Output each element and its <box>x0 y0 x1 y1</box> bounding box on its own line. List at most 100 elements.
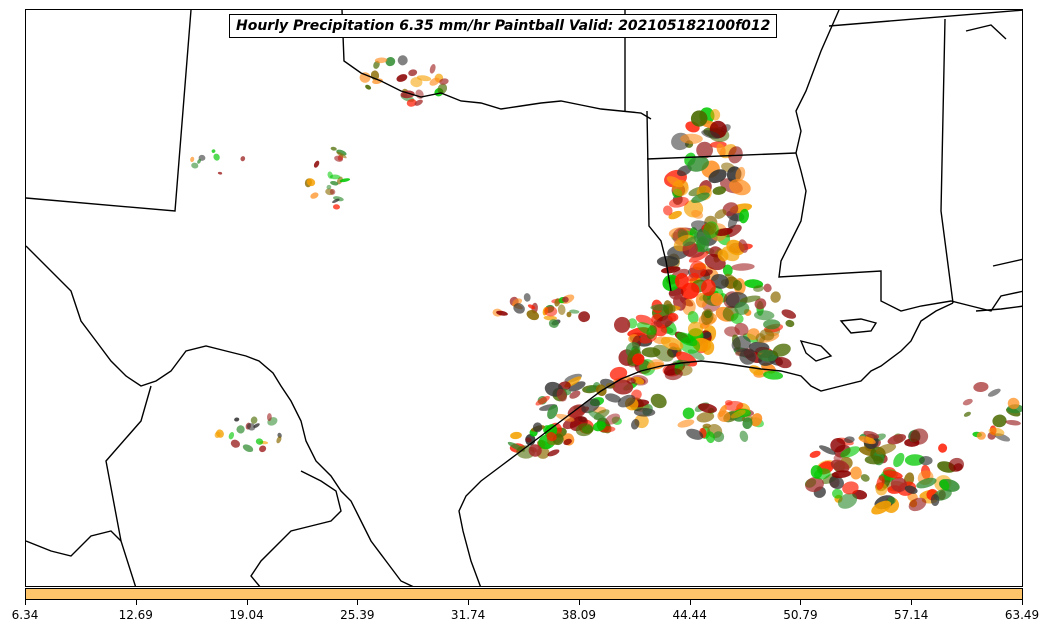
precip-blob <box>532 422 543 433</box>
precipitation-paintballs <box>190 55 1022 515</box>
state-border <box>26 10 192 212</box>
precip-blob <box>246 423 256 431</box>
precip-blob <box>772 343 791 357</box>
precip-blob <box>578 311 590 323</box>
state-border <box>828 10 1022 27</box>
precip-blob <box>871 500 892 515</box>
state-border <box>646 152 797 160</box>
precip-blob <box>525 437 532 443</box>
precip-blob <box>819 445 836 455</box>
precip-blob <box>864 455 884 465</box>
precip-blob <box>693 229 711 246</box>
precip-blob <box>306 178 316 187</box>
precip-blob <box>730 409 746 419</box>
precip-blob <box>650 393 667 409</box>
precip-blob <box>753 285 765 292</box>
state-border <box>646 110 672 292</box>
precip-blob <box>919 455 933 466</box>
precip-blob <box>336 151 347 159</box>
precip-blob <box>373 60 380 69</box>
precip-blob <box>718 404 727 418</box>
precip-blob <box>698 403 717 413</box>
precip-blob <box>738 239 749 253</box>
precip-blob <box>831 470 851 479</box>
precip-blob <box>662 274 680 292</box>
precip-blob <box>527 304 536 310</box>
precip-blob <box>730 313 744 325</box>
precip-blob <box>676 332 698 347</box>
precip-blob <box>686 428 704 440</box>
precip-blob <box>713 431 725 443</box>
precip-blob <box>255 438 264 445</box>
state-border <box>975 305 1022 312</box>
precip-blob <box>266 413 272 422</box>
precip-blob <box>556 388 567 402</box>
precip-blob <box>690 110 708 127</box>
colorbar-tick-label: 50.79 <box>783 608 818 622</box>
precip-blob <box>739 348 756 365</box>
precip-blob <box>702 331 712 339</box>
country-border <box>26 530 122 557</box>
precipitation-map <box>26 10 1022 586</box>
state-border <box>992 258 1022 267</box>
precip-blob <box>987 388 1001 397</box>
precip-blob <box>310 192 319 199</box>
precip-blob <box>732 279 743 291</box>
precip-blob <box>988 427 1005 437</box>
precip-blob <box>739 295 761 303</box>
precip-blob <box>250 416 258 424</box>
precip-blob <box>842 481 859 495</box>
precip-blob <box>609 366 628 381</box>
precip-blob <box>240 156 246 162</box>
precip-blob <box>893 452 905 468</box>
precip-blob <box>605 393 621 403</box>
precip-blob <box>705 431 715 444</box>
precip-blob <box>327 171 333 179</box>
precip-blob <box>211 149 216 153</box>
precip-blob <box>963 411 971 417</box>
precip-blob <box>326 184 332 190</box>
precip-blob <box>668 312 679 322</box>
precip-blob <box>496 310 508 316</box>
precip-blob <box>365 84 372 90</box>
precip-blob <box>754 298 767 310</box>
precip-blob <box>739 208 749 224</box>
country-border <box>26 245 414 586</box>
precip-blob <box>513 303 525 314</box>
precip-blob <box>253 423 260 428</box>
precip-blob <box>543 315 557 321</box>
precip-blob <box>973 381 989 393</box>
precip-blob <box>992 414 1007 428</box>
colorbar-tick <box>135 600 137 605</box>
precip-blob <box>717 249 729 262</box>
precip-blob <box>731 335 751 353</box>
precip-blob <box>763 319 781 330</box>
precip-blob <box>544 306 558 317</box>
precip-blob <box>675 351 698 367</box>
precip-blob <box>385 57 396 67</box>
precip-blob <box>813 468 831 480</box>
precip-blob <box>190 156 195 163</box>
state-border <box>940 18 954 304</box>
precip-blob <box>197 158 202 164</box>
colorbar <box>25 588 1023 600</box>
coastline <box>799 339 833 362</box>
precip-blob <box>763 370 784 380</box>
precip-blob <box>526 310 540 321</box>
precip-blob <box>374 57 388 64</box>
colorbar-tick <box>800 600 802 605</box>
precip-blob <box>575 423 594 437</box>
colorbar-tick-label: 57.14 <box>894 608 929 622</box>
precip-blob <box>850 466 862 480</box>
precip-blob <box>910 428 929 445</box>
precip-blob <box>759 329 775 341</box>
precip-blob <box>830 459 850 473</box>
precip-blob <box>333 204 340 210</box>
precip-blob <box>664 368 683 381</box>
precip-blob <box>837 493 858 509</box>
precip-blob <box>938 443 948 453</box>
precip-blob <box>696 141 713 159</box>
precip-blob <box>710 292 724 306</box>
precip-blob <box>757 349 778 362</box>
precip-blob <box>557 304 566 315</box>
